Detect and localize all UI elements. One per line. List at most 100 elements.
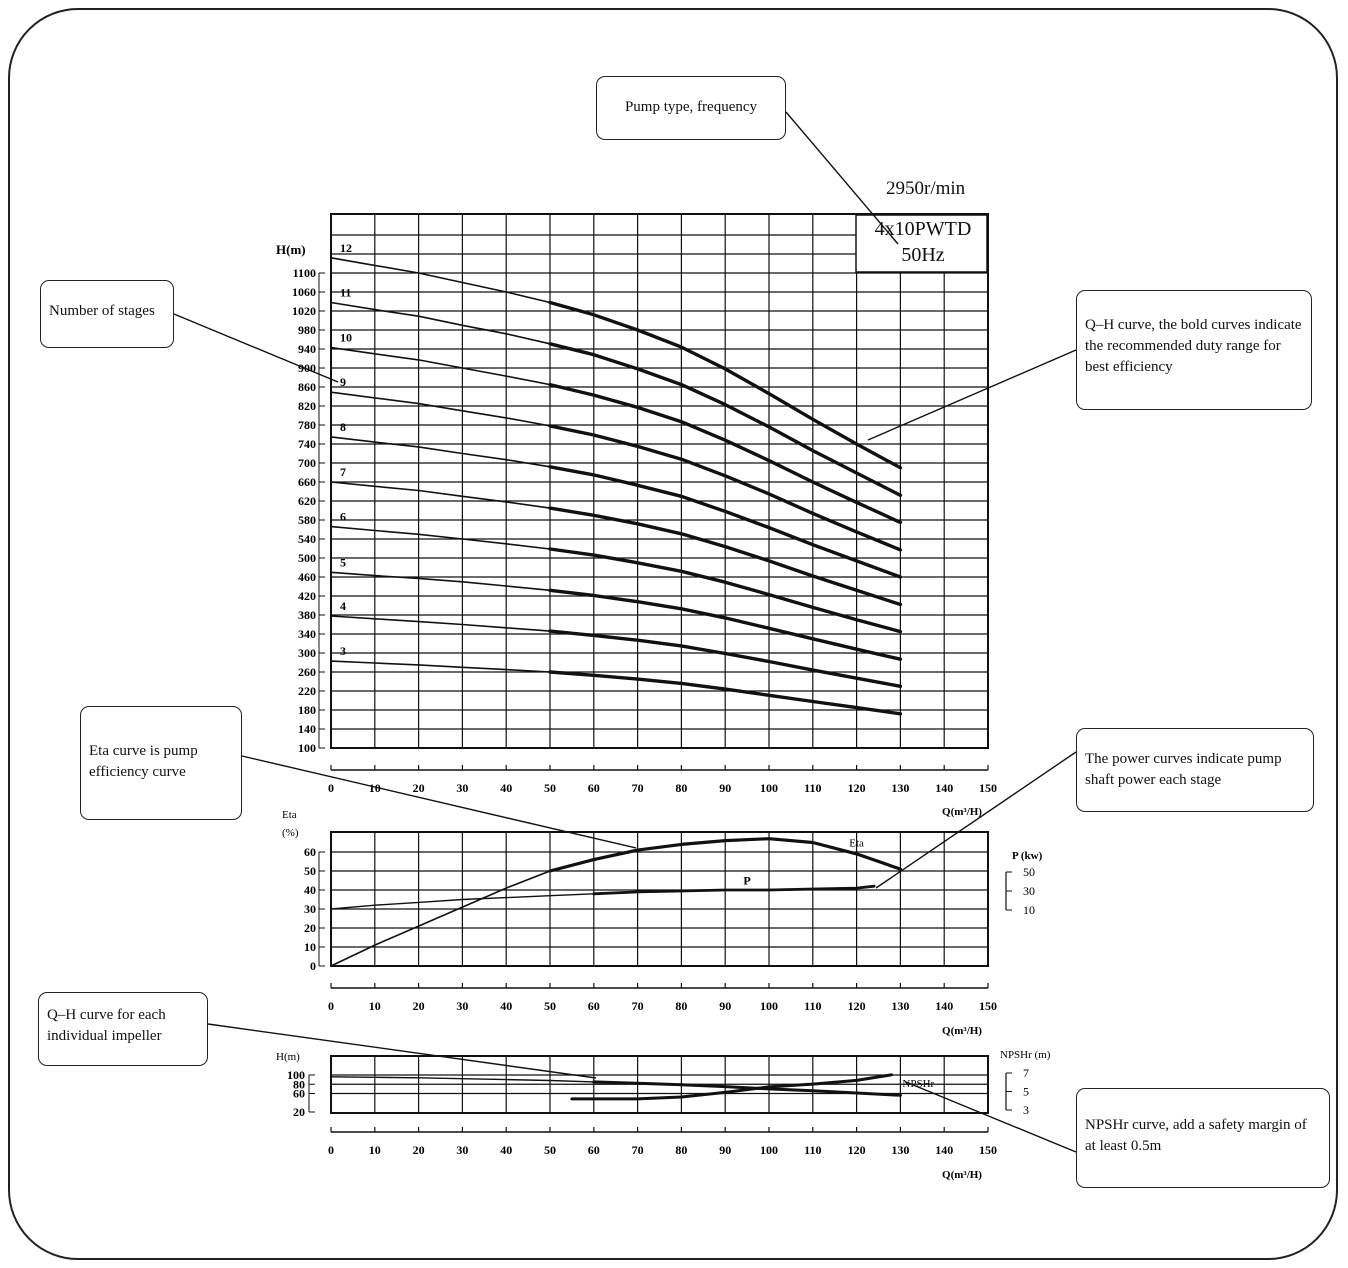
x-tick-label: 120 [848, 781, 866, 795]
x-tick-label: 10 [369, 999, 381, 1013]
x-tick-label: 140 [935, 1143, 953, 1157]
y-tick-label: 260 [298, 665, 316, 679]
y-tick-label: 220 [298, 684, 316, 698]
y-tick-label: 660 [298, 475, 316, 489]
x-tick-label: 110 [804, 1143, 821, 1157]
model-box [855, 214, 988, 273]
x-tick-label: 60 [588, 999, 600, 1013]
y2-tick-label: 5 [1023, 1085, 1029, 1099]
stage-label: 11 [340, 285, 351, 299]
y-tick-label: 60 [304, 845, 316, 859]
x-tick-label: 90 [719, 999, 731, 1013]
x-tick-label: 90 [719, 781, 731, 795]
leader-line [241, 755, 637, 849]
y2-tick-label: 10 [1023, 903, 1035, 917]
qh-curve-bold [548, 506, 903, 607]
y-tick-label: 780 [298, 418, 316, 432]
y2-tick-label: 50 [1023, 865, 1035, 879]
x-tick-label: 150 [979, 999, 997, 1013]
y2-tick-label: 7 [1023, 1066, 1029, 1080]
y-axis-label: H(m) [276, 1051, 300, 1063]
x-tick-label: 40 [500, 781, 512, 795]
y-tick-label: 80 [293, 1077, 305, 1091]
leader-line [905, 1081, 1077, 1153]
qh-chart: 1001401802202603003403804204605005405806… [276, 213, 997, 818]
callout-leaders [173, 111, 1077, 1153]
qh-curve-bold [548, 300, 903, 470]
y-axis-unit: (%) [282, 827, 299, 839]
y-tick-label: 580 [298, 513, 316, 527]
x-tick-label: 130 [891, 999, 909, 1013]
x-tick-label: 0 [328, 999, 334, 1013]
y-tick-label: 180 [298, 703, 316, 717]
qh-curve-bold [548, 547, 903, 634]
y-tick-label: 860 [298, 380, 316, 394]
eta-power-chart: 0 10 20 30 40 50 60 Eta (%) P (kw) 10 30 50 Eta P 0 10 20… [282, 809, 1043, 1037]
qh-curve-bold [548, 588, 903, 661]
y-tick-label: 940 [298, 342, 316, 356]
stage-label: 12 [340, 241, 352, 255]
y-tick-label: 60 [293, 1087, 305, 1101]
x-tick-label: 10 [369, 1143, 381, 1157]
x-tick-label: 40 [500, 1143, 512, 1157]
x-tick-label: 50 [544, 1143, 556, 1157]
stage-label: 10 [340, 331, 352, 345]
qh-curve-bold [548, 342, 903, 497]
callout-npshr: NPSHr curve, add a safety margin of at l… [1076, 1088, 1330, 1188]
y-tick-label: 740 [298, 437, 316, 451]
y-tick-label: 10 [304, 940, 316, 954]
speed-label: 2950r/min [886, 178, 966, 199]
eta-curve-bold [548, 837, 903, 873]
power-curve-thin [330, 893, 595, 910]
x-axis-label: Q(m³/H) [942, 1169, 982, 1181]
leader-line [207, 1023, 597, 1079]
x-tick-label: 40 [500, 999, 512, 1013]
power-curve-label: P [743, 873, 750, 887]
x-tick-label: 80 [675, 781, 687, 795]
y-tick-label: 820 [298, 399, 316, 413]
y-tick-label: 50 [304, 864, 316, 878]
stage-label: 4 [340, 599, 346, 613]
x-tick-label: 30 [456, 999, 468, 1013]
y-tick-label: 500 [298, 551, 316, 565]
y-tick-label: 40 [304, 883, 316, 897]
x-tick-label: 100 [760, 781, 778, 795]
x-tick-label: 50 [544, 999, 556, 1013]
callout-eta: Eta curve is pump efficiency curve [80, 706, 242, 820]
plot-frame [330, 213, 989, 749]
callout-power: The power curves indicate pump shaft pow… [1076, 728, 1314, 812]
impeller-qh-curve-thin [330, 1076, 595, 1083]
y-tick-label: 460 [298, 570, 316, 584]
leader-line [867, 349, 1077, 441]
npshr-curve [570, 1073, 894, 1101]
qh-curve-bold [548, 424, 903, 552]
y-tick-label: 420 [298, 589, 316, 603]
stage-label: 6 [340, 510, 346, 524]
x-tick-label: 30 [456, 1143, 468, 1157]
x-tick-label: 70 [632, 999, 644, 1013]
y-tick-label: 1020 [292, 304, 316, 318]
x-axis-label: Q(m³/H) [942, 806, 982, 818]
y-tick-label: 380 [298, 608, 316, 622]
x-tick-label: 50 [544, 781, 556, 795]
y-tick-label: 1100 [293, 266, 316, 280]
y-tick-label: 900 [298, 361, 316, 375]
x-tick-label: 140 [935, 999, 953, 1013]
leader-line [173, 313, 339, 383]
x-axis-label: Q(m³/H) [942, 1025, 982, 1037]
x-tick-label: 20 [413, 999, 425, 1013]
leader-line [875, 751, 1077, 889]
x-tick-label: 120 [848, 1143, 866, 1157]
callout-qh-impeller: Q–H curve for each individual impeller [38, 992, 208, 1066]
x-tick-label: 80 [675, 999, 687, 1013]
callout-stages: Number of stages [40, 280, 174, 348]
y-tick-label: 100 [298, 741, 316, 755]
x-tick-label: 0 [328, 1143, 334, 1157]
y-axis-label: H(m) [276, 242, 306, 257]
x-tick-label: 0 [328, 781, 334, 795]
qh-curve-bold [548, 465, 903, 579]
callout-pump-type: Pump type, frequency [596, 76, 786, 140]
power-curve-bold [592, 884, 876, 896]
stage-label: 3 [340, 644, 346, 658]
